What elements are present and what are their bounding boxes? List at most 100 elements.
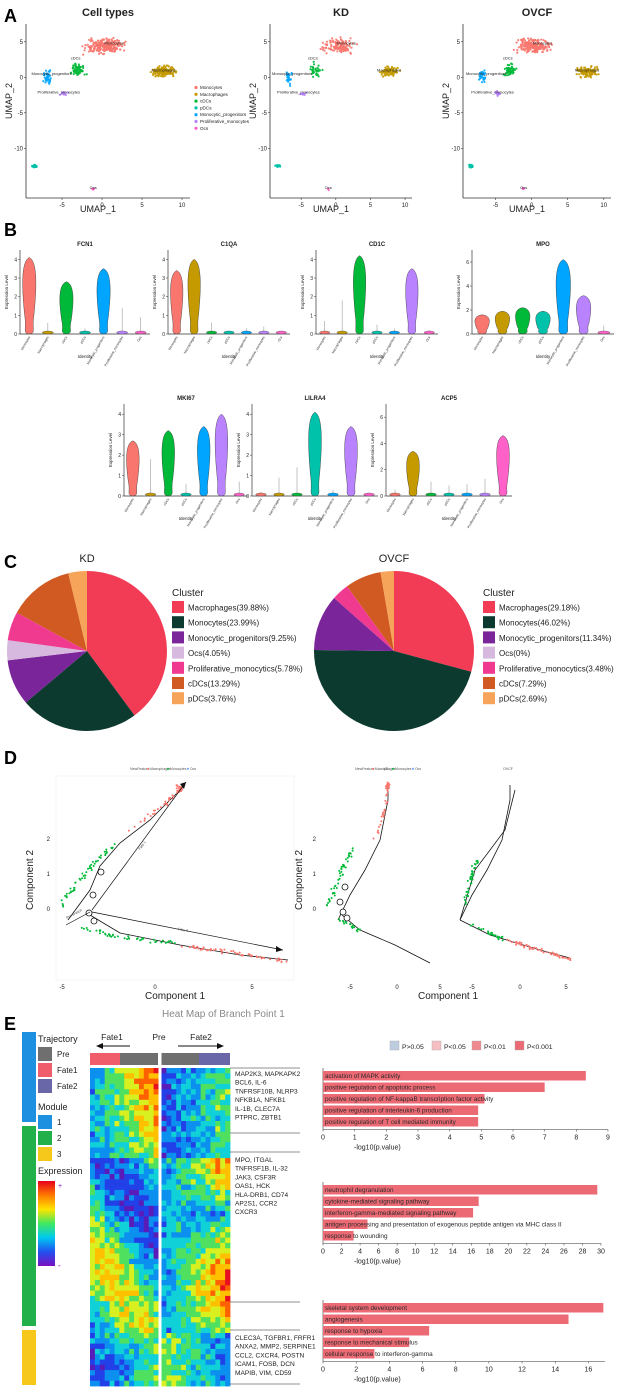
umap-point-monocytes bbox=[547, 44, 550, 48]
trajectory-cell-point bbox=[520, 944, 523, 947]
heatmap-cell bbox=[195, 1242, 202, 1249]
violin-base bbox=[233, 492, 245, 497]
heatmap-cell bbox=[171, 1195, 177, 1201]
legend-module-key-3 bbox=[38, 1147, 52, 1161]
heatmap-cell bbox=[124, 1306, 130, 1313]
heatmap-cell bbox=[166, 1269, 172, 1276]
heatmap-cell bbox=[205, 1147, 211, 1154]
heatmap-cell bbox=[148, 1184, 155, 1191]
umap-point-cdcs bbox=[69, 71, 73, 74]
heatmap-cell bbox=[94, 1179, 101, 1185]
heatmap-cell bbox=[124, 1348, 130, 1355]
trajectory-cell-point bbox=[385, 794, 388, 797]
pie-legend-key bbox=[172, 601, 184, 613]
heatmap-cell bbox=[143, 1089, 150, 1095]
heatmap-cell bbox=[119, 1359, 125, 1366]
heatmap-cell bbox=[90, 1094, 96, 1101]
heatmap-cell bbox=[124, 1174, 130, 1180]
heatmap-cell bbox=[200, 1327, 206, 1334]
umap-y-tick-label: 0 bbox=[20, 75, 24, 81]
trajectory-cell-point bbox=[269, 958, 272, 961]
umap-point-pdcs bbox=[33, 163, 37, 167]
heatmap-cell bbox=[153, 1094, 159, 1101]
heatmap-cell bbox=[176, 1195, 182, 1201]
umap-point-monocytes bbox=[340, 43, 343, 46]
heatmap-cell bbox=[210, 1068, 216, 1074]
heatmap-cell bbox=[138, 1073, 145, 1079]
violin-category-label: pDCs bbox=[79, 335, 87, 344]
heatmap-cell bbox=[143, 1237, 150, 1244]
heatmap-cell bbox=[190, 1184, 197, 1191]
heatmap-cell bbox=[129, 1174, 135, 1180]
bar-chart-x-tick-label: 16 bbox=[585, 1367, 593, 1374]
heatmap-cell bbox=[119, 1348, 125, 1355]
trajectory-legend-key bbox=[147, 767, 149, 770]
heatmap-cell bbox=[205, 1126, 211, 1132]
umap-point-monocytes bbox=[542, 38, 545, 42]
heatmap-cell bbox=[225, 1248, 231, 1254]
violin-y-tick-label: 6 bbox=[466, 260, 469, 266]
violin-category-label: Monocytic_progenitors bbox=[86, 335, 106, 365]
heatmap-cell bbox=[124, 1184, 130, 1191]
heatmap-cell bbox=[200, 1338, 206, 1344]
heatmap-cell bbox=[215, 1216, 221, 1223]
heatmap-cell bbox=[94, 1211, 101, 1217]
heatmap-cell bbox=[166, 1364, 172, 1371]
heatmap-cell bbox=[94, 1253, 101, 1260]
heatmap-cell bbox=[109, 1147, 115, 1154]
heatmap-cell bbox=[99, 1354, 106, 1360]
heatmap-cell bbox=[220, 1269, 226, 1276]
umap-point-macrophages bbox=[154, 75, 157, 78]
heatmap-cell bbox=[99, 1216, 106, 1223]
trajectory-x-tick-label: 0 bbox=[395, 985, 399, 991]
trajectory-cell-point bbox=[73, 886, 76, 889]
trajectory-y-tick-label: 2 bbox=[313, 837, 317, 843]
heatmap-cell bbox=[153, 1136, 159, 1143]
heatmap-cell bbox=[200, 1136, 206, 1143]
trajectory-branch-line bbox=[459, 789, 516, 921]
heatmap-cell bbox=[210, 1354, 216, 1360]
heatmap-cell bbox=[220, 1184, 226, 1191]
umap-point-monocytes bbox=[331, 49, 334, 52]
heatmap-cell bbox=[114, 1083, 120, 1090]
trajectory-cell-point bbox=[104, 932, 107, 935]
heatmap-cell bbox=[161, 1333, 167, 1339]
trajectory-cell-point bbox=[250, 955, 253, 958]
heatmap-cell bbox=[200, 1105, 206, 1111]
violin-category-label: cDCs bbox=[206, 335, 214, 344]
pie-legend-label: Proliferative_monocytics(3.48%) bbox=[499, 664, 614, 673]
heatmap-cell bbox=[134, 1227, 140, 1233]
heatmap-cell bbox=[181, 1327, 187, 1334]
enrichment-term-label: positive regulation of NF-kappaB transcr… bbox=[325, 1096, 494, 1103]
trajectory-cell-point bbox=[62, 905, 65, 908]
violin-shape bbox=[197, 426, 211, 497]
heatmap-cell bbox=[210, 1317, 216, 1323]
heatmap-cell bbox=[161, 1184, 167, 1191]
umap-point-monocytes bbox=[325, 52, 328, 55]
heatmap-cell bbox=[99, 1264, 106, 1270]
trajectory-cell-point bbox=[105, 848, 108, 851]
heatmap-cell bbox=[119, 1174, 125, 1180]
heatmap-cell bbox=[99, 1068, 106, 1074]
trajectory-cell-point bbox=[95, 860, 98, 863]
heatmap-cell bbox=[104, 1126, 110, 1132]
heatmap-cell bbox=[134, 1168, 140, 1175]
legend-trajectory-label: Pre bbox=[57, 1050, 70, 1059]
umap-legend-label: pDCs bbox=[200, 105, 212, 110]
trajectory-cell-point bbox=[143, 819, 146, 822]
heatmap-cell bbox=[153, 1205, 159, 1212]
heatmap-cell bbox=[215, 1322, 221, 1329]
umap-point-monocytes bbox=[84, 44, 87, 47]
heatmap-cell bbox=[166, 1280, 172, 1286]
heatmap-cell bbox=[171, 1147, 177, 1154]
umap-cluster-label: cDCs bbox=[308, 56, 318, 61]
heatmap-cell bbox=[181, 1147, 187, 1154]
heatmap-cell bbox=[153, 1375, 159, 1382]
heatmap-cell bbox=[195, 1200, 202, 1207]
gene-label: JAK3, CSF3R bbox=[235, 1174, 276, 1181]
heatmap-cell bbox=[124, 1216, 130, 1223]
umap-y-tick-label: 0 bbox=[457, 75, 461, 81]
heatmap-cell bbox=[124, 1343, 130, 1350]
heatmap-cell bbox=[166, 1348, 172, 1355]
